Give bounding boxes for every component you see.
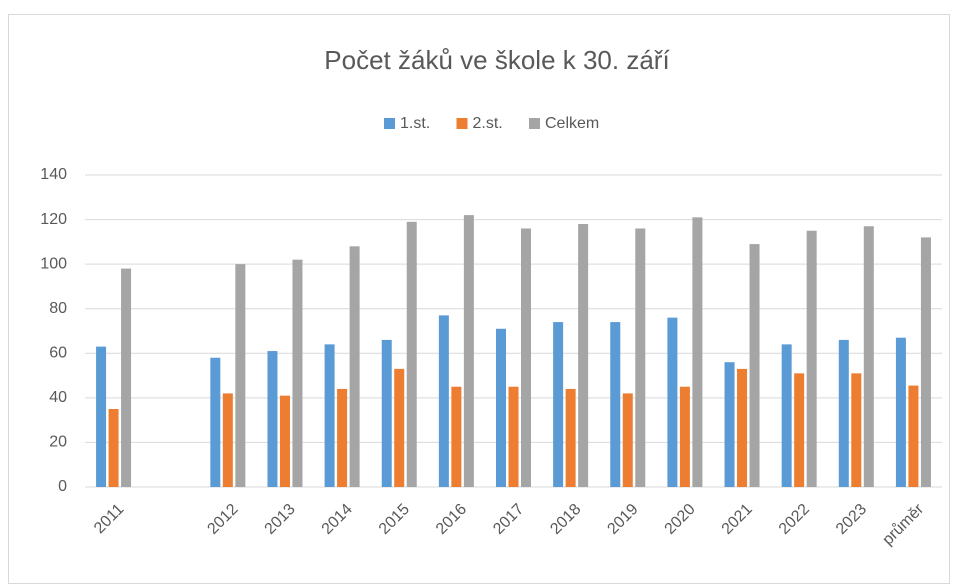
bar [210, 357, 221, 487]
bar [553, 322, 564, 487]
y-tick-label: 60 [49, 345, 67, 362]
bar [96, 346, 107, 487]
bar [108, 409, 119, 487]
bar [463, 215, 474, 487]
bar [496, 328, 506, 487]
bar [565, 388, 576, 487]
y-tick-label: 140 [40, 166, 67, 183]
bar [806, 230, 817, 487]
bar [667, 317, 678, 487]
y-tick-label: 100 [40, 255, 67, 272]
bar [895, 337, 906, 487]
legend: 1.st. 2.st. Celkem [384, 115, 599, 132]
bar [679, 386, 690, 487]
bar [394, 368, 405, 487]
bar [292, 259, 303, 487]
legend-label: Celkem [545, 115, 599, 132]
bar [451, 386, 462, 487]
bar [908, 385, 919, 487]
y-tick-label: 120 [40, 211, 67, 228]
bar [851, 373, 862, 487]
bar [267, 351, 278, 487]
legend-label: 1.st. [400, 115, 430, 132]
bar [692, 217, 703, 488]
bar [737, 368, 748, 487]
bar [508, 386, 519, 487]
bar [521, 228, 531, 487]
bar [279, 395, 290, 487]
bar [324, 344, 335, 487]
bar [920, 237, 931, 487]
bar [863, 226, 874, 487]
bar [406, 221, 417, 488]
bar [121, 268, 132, 487]
legend-swatch [529, 118, 540, 129]
bar [349, 246, 360, 487]
bar [578, 224, 589, 487]
bar [622, 393, 633, 487]
chart-title: Počet žáků ve škole k 30. září [324, 45, 670, 75]
y-tick-label: 20 [49, 434, 67, 451]
legend-label: 2.st. [473, 115, 503, 132]
bar [838, 339, 849, 487]
bar [438, 315, 449, 487]
legend-swatch [456, 118, 468, 129]
bar [749, 244, 760, 487]
bar [222, 393, 233, 487]
y-tick-label: 40 [49, 389, 67, 406]
bar [337, 388, 348, 487]
legend-swatch [384, 118, 395, 129]
y-tick-label: 80 [49, 300, 67, 317]
bar [781, 344, 792, 487]
bar [635, 228, 646, 487]
bar [724, 362, 735, 487]
bar [794, 373, 805, 487]
bar [610, 322, 621, 487]
bar [235, 264, 246, 487]
y-tick-label: 0 [58, 478, 67, 495]
chart-frame [8, 14, 950, 584]
bar [381, 339, 392, 487]
